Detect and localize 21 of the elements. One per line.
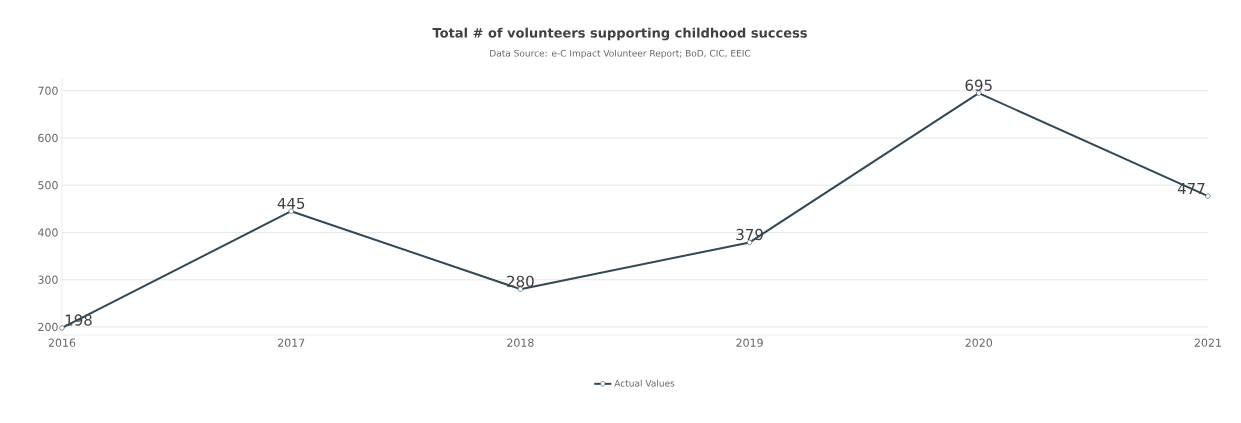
y-tick-label: 400	[38, 228, 58, 237]
data-label: 280	[507, 275, 534, 287]
y-tick-label: 600	[38, 133, 58, 143]
data-label: 445	[277, 197, 305, 210]
y-tick-label: 500	[38, 181, 58, 190]
x-tick-label: 2019	[736, 338, 763, 347]
point	[1205, 193, 1211, 199]
y-tick-label: 300	[38, 275, 58, 284]
legend-label: Actual Values	[614, 379, 675, 387]
x-tick-label: 2021	[1194, 338, 1221, 347]
x-tick-label: 2017	[278, 338, 305, 347]
data-label: 379	[736, 228, 763, 241]
point	[59, 325, 65, 331]
x-tick-label: 2018	[507, 338, 534, 347]
chart-title: Total # of volunteers supporting childhood success	[432, 27, 807, 41]
y-tick-label: 200	[38, 322, 58, 332]
chart-subtitle: Data Source: e-C Impact Volunteer Report; BoD, CIC, EEIC	[490, 49, 751, 59]
data-label: 695	[965, 79, 992, 91]
x-tick-label: 2020	[965, 338, 993, 347]
y-tick-label: 700	[38, 86, 58, 95]
x-tick-label: 2016	[48, 338, 76, 347]
